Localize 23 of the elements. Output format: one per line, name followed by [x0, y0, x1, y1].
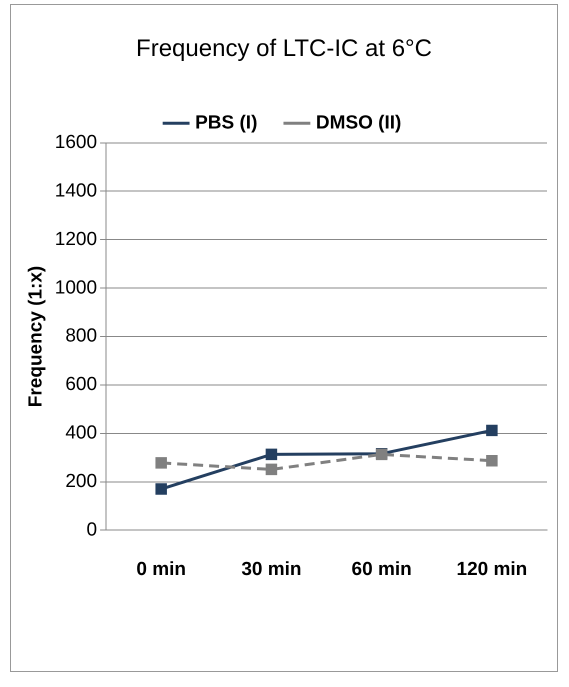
y-tick-label: 200 — [65, 471, 98, 492]
x-tick-label: 30 min — [241, 558, 302, 580]
point — [266, 448, 278, 460]
y-tick-label: 600 — [65, 374, 98, 396]
x-tick-label: 120 min — [456, 558, 528, 580]
point — [266, 464, 278, 476]
y-tick-label: 1400 — [54, 180, 98, 202]
legend-label: PBS (I) — [195, 112, 258, 134]
y-tick-label: 800 — [65, 326, 98, 347]
point — [486, 424, 498, 436]
y-tick-label: 0 — [86, 519, 98, 540]
point — [155, 483, 167, 495]
y-tick-label: 400 — [65, 422, 98, 444]
chart-title: Frequency of LTC-IC at 6°C — [136, 35, 432, 62]
x-tick-label: 60 min — [352, 558, 412, 580]
point — [155, 457, 167, 469]
y-tick-label: 1000 — [54, 277, 98, 298]
y-axis-title: Frequency (1:x) — [26, 266, 47, 408]
y-tick-label: 1600 — [54, 132, 98, 154]
legend-label: DMSO (II) — [316, 112, 402, 134]
x-tick-label: 0 min — [136, 558, 186, 580]
point — [486, 454, 498, 466]
y-tick-label: 1200 — [54, 228, 98, 250]
